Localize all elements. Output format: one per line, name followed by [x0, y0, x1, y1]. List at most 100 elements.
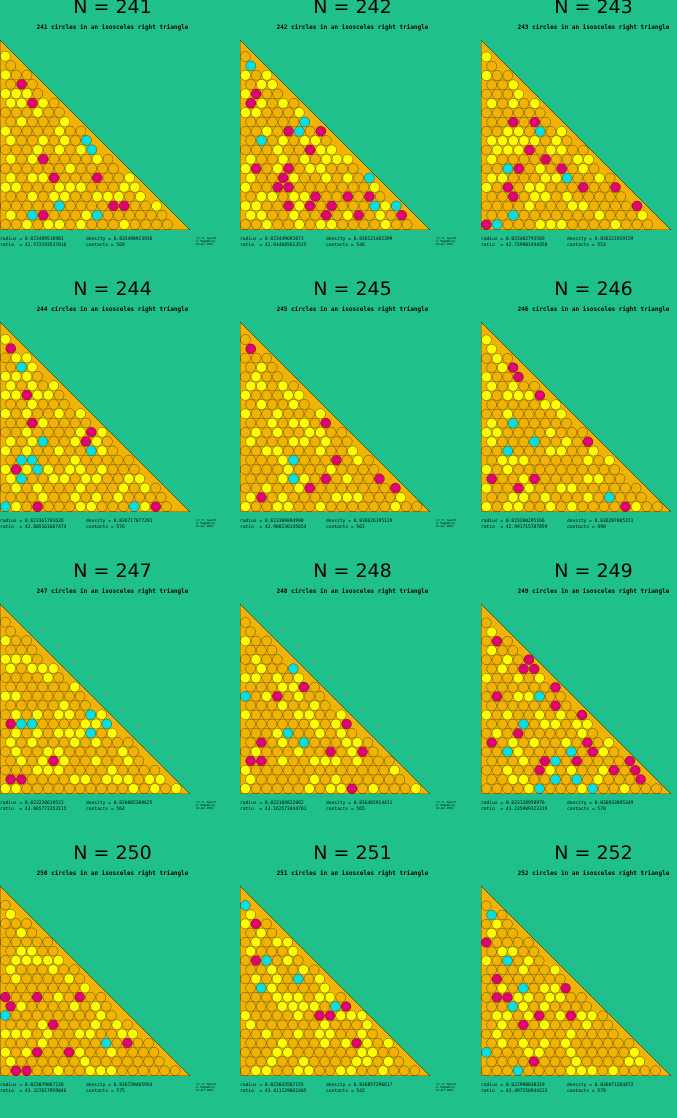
packed-circle [363, 492, 374, 503]
packed-circle [282, 937, 293, 948]
packed-circle [502, 144, 514, 156]
packed-circle [283, 126, 294, 137]
packed-circle [42, 746, 54, 757]
packed-circle [309, 1038, 320, 1049]
packed-circle [342, 455, 353, 466]
packed-circle [288, 210, 300, 221]
packed-circle [331, 154, 343, 165]
packed-circle [272, 200, 283, 212]
triangle-packing-diagram [240, 886, 430, 1076]
packed-circle [524, 408, 535, 420]
packed-circle [16, 1019, 27, 1030]
packed-circle [10, 728, 22, 739]
packed-circle [150, 482, 161, 494]
packed-circle [374, 191, 386, 202]
packed-circle [326, 144, 337, 156]
packed-circle [539, 755, 550, 767]
packed-circle [5, 626, 16, 637]
packed-circle [245, 380, 256, 392]
packed-circle [5, 210, 17, 221]
packed-circle [245, 681, 256, 693]
packed-circle [267, 135, 278, 146]
packed-circle [271, 1065, 283, 1076]
packed-circle [80, 417, 92, 429]
packed-circle [21, 408, 33, 419]
packed-circle [588, 482, 599, 494]
packed-circle [293, 1065, 304, 1076]
packed-circle [303, 1047, 315, 1058]
triangle-packing-diagram [240, 322, 430, 512]
packed-circle [320, 700, 331, 711]
packed-circle [48, 210, 60, 221]
packed-circle [123, 737, 134, 748]
packed-circle [550, 719, 561, 730]
packed-circle [91, 492, 102, 503]
packed-circle [256, 755, 267, 767]
packed-circle [69, 774, 80, 785]
packed-circle [491, 992, 502, 1003]
packed-circle [507, 418, 519, 429]
packed-circle [299, 172, 310, 184]
packed-circle [293, 955, 304, 966]
packed-circle [112, 473, 124, 484]
packed-circle [47, 1019, 59, 1030]
packed-circle [288, 116, 300, 128]
packed-circle [481, 1010, 492, 1021]
packed-circle [539, 719, 550, 730]
packed-circle [299, 417, 310, 429]
packed-circle [571, 1038, 582, 1049]
packed-circle [624, 1038, 635, 1049]
packed-circle [346, 1010, 357, 1021]
packed-circle [369, 200, 380, 212]
packed-circle [518, 436, 529, 447]
packed-circle [358, 219, 370, 230]
packed-circle [481, 464, 492, 475]
packed-circle [250, 371, 262, 382]
packed-circle [491, 1047, 502, 1058]
packed-circle [272, 390, 283, 401]
packed-circle [299, 455, 310, 466]
packed-circle [256, 135, 267, 146]
packed-circle [486, 1056, 497, 1067]
packed-circle [497, 473, 508, 485]
packed-circle [5, 153, 17, 165]
packed-circle [544, 1010, 555, 1021]
packed-circle [245, 79, 256, 90]
packing-panel-247: N = 247 247 circles in an isosceles right… [0, 560, 225, 836]
packed-circle [540, 455, 551, 466]
packed-circle [81, 210, 92, 221]
packed-circle [250, 635, 262, 647]
packed-circle [75, 445, 86, 456]
packed-circle [497, 135, 508, 146]
packed-circle [544, 1028, 555, 1040]
packed-circle [42, 765, 54, 776]
packed-circle [518, 381, 529, 392]
packed-circle [37, 399, 49, 410]
packed-circle [310, 210, 321, 221]
packing-stats: radius = 0.023449691073 ratio = 42.64468… [240, 237, 393, 248]
packed-circle [528, 1019, 539, 1030]
packed-circle [53, 389, 65, 401]
packed-circle [497, 909, 508, 921]
packed-circle [128, 765, 139, 776]
packed-circle [523, 1065, 534, 1076]
packed-circle [507, 663, 519, 675]
packed-circle [353, 172, 364, 184]
packed-circle [640, 783, 652, 794]
packed-circle [96, 464, 108, 475]
packed-circle [604, 191, 616, 202]
packed-circle [524, 390, 535, 401]
packed-circle [21, 973, 32, 984]
packed-circle [64, 746, 75, 757]
packed-circle [586, 1065, 598, 1076]
packed-circle [240, 635, 251, 647]
packed-circle [102, 153, 114, 165]
packed-circle [572, 154, 584, 165]
packed-circle [486, 1038, 497, 1049]
packed-circle [293, 1010, 304, 1021]
packed-circle [240, 1047, 251, 1058]
packed-circle [293, 746, 304, 757]
packed-circle [32, 163, 44, 174]
packed-circle [335, 992, 346, 1003]
packed-circle [245, 210, 256, 221]
